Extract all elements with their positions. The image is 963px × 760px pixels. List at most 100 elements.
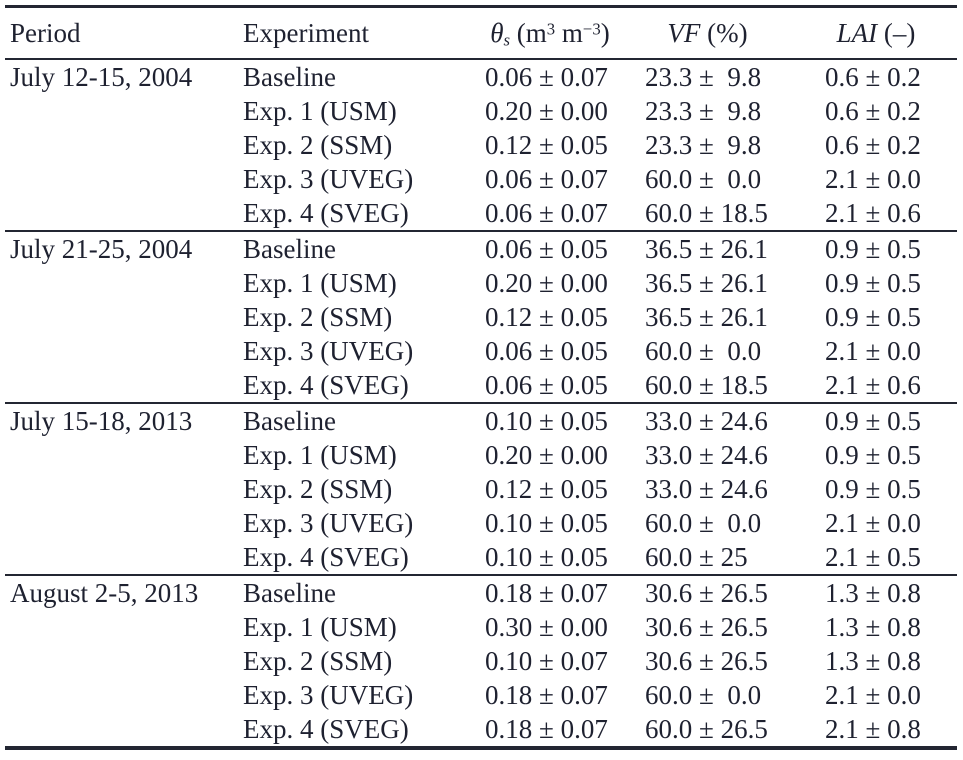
vf-cell: 60.0 ± 26.5 xyxy=(645,714,768,744)
column-header-period: Period xyxy=(5,7,243,60)
vf-cell: 30.6 ± 26.5 xyxy=(645,646,768,676)
table-row: Exp. 1 (USM) 0.30 ± 0.00 30.6 ± 26.5 1.3… xyxy=(5,610,957,644)
period-cell: August 2-5, 2013 xyxy=(10,578,199,608)
theta-unit-mid: m xyxy=(555,17,583,48)
table-row: July 15-18, 2013 Baseline 0.10 ± 0.05 33… xyxy=(5,403,957,438)
period-group-2: July 21-25, 2004 Baseline 0.06 ± 0.05 36… xyxy=(5,231,957,403)
experiment-cell: Exp. 2 (SSM) xyxy=(243,130,393,160)
theta-cell: 0.10 ± 0.07 xyxy=(485,646,608,676)
theta-unit-sup1: 3 xyxy=(546,18,556,38)
lai-cell: 0.9 ± 0.5 xyxy=(825,268,921,298)
vf-cell: 60.0 ± 25 xyxy=(645,542,748,572)
theta-cell: 0.12 ± 0.05 xyxy=(485,130,608,160)
period-group-3: July 15-18, 2013 Baseline 0.10 ± 0.05 33… xyxy=(5,403,957,575)
period-group-4: August 2-5, 2013 Baseline 0.18 ± 0.07 30… xyxy=(5,575,957,748)
vf-cell: 60.0 ± 0.0 xyxy=(645,680,762,710)
vf-cell: 36.5 ± 26.1 xyxy=(645,268,768,298)
vf-cell: 36.5 ± 26.1 xyxy=(645,234,768,264)
experiment-cell: Baseline xyxy=(243,62,336,92)
table-row: Exp. 4 (SVEG) 0.06 ± 0.05 60.0 ± 18.5 2.… xyxy=(5,368,957,403)
period-cell: July 12-15, 2004 xyxy=(10,62,193,92)
theta-cell: 0.10 ± 0.05 xyxy=(485,508,608,538)
theta-cell: 0.10 ± 0.05 xyxy=(485,406,608,436)
table-row: Exp. 3 (UVEG) 0.06 ± 0.05 60.0 ± 0.0 2.1… xyxy=(5,334,957,368)
theta-cell: 0.12 ± 0.05 xyxy=(485,474,608,504)
vf-cell: 23.3 ± 9.8 xyxy=(645,130,762,160)
lai-cell: 0.9 ± 0.5 xyxy=(825,474,921,504)
theta-unit-open: (m xyxy=(510,17,547,48)
table-row: Exp. 2 (SSM) 0.10 ± 0.07 30.6 ± 26.5 1.3… xyxy=(5,644,957,678)
vf-cell: 60.0 ± 18.5 xyxy=(645,370,768,400)
experiment-cell: Baseline xyxy=(243,578,336,608)
experiment-cell: Exp. 4 (SVEG) xyxy=(243,198,409,228)
column-header-experiment: Experiment xyxy=(243,7,480,60)
vf-unit: (%) xyxy=(700,17,748,48)
theta-cell: 0.20 ± 0.00 xyxy=(485,96,608,126)
table-row: Exp. 1 (USM) 0.20 ± 0.00 36.5 ± 26.1 0.9… xyxy=(5,266,957,300)
vf-cell: 36.5 ± 26.1 xyxy=(645,302,768,332)
vf-cell: 33.0 ± 24.6 xyxy=(645,474,768,504)
table-row: August 2-5, 2013 Baseline 0.18 ± 0.07 30… xyxy=(5,575,957,610)
lai-cell: 0.9 ± 0.5 xyxy=(825,302,921,332)
experiment-cell: Exp. 1 (USM) xyxy=(243,612,397,642)
table-row: Exp. 1 (USM) 0.20 ± 0.00 33.0 ± 24.6 0.9… xyxy=(5,438,957,472)
vf-cell: 33.0 ± 24.6 xyxy=(645,406,768,436)
theta-symbol: θ xyxy=(490,17,504,48)
vf-symbol: VF xyxy=(667,17,701,48)
period-group-1: July 12-15, 2004 Baseline 0.06 ± 0.07 23… xyxy=(5,59,957,231)
table-row: Exp. 4 (SVEG) 0.06 ± 0.07 60.0 ± 18.5 2.… xyxy=(5,196,957,231)
lai-cell: 1.3 ± 0.8 xyxy=(825,646,921,676)
theta-cell: 0.12 ± 0.05 xyxy=(485,302,608,332)
lai-cell: 2.1 ± 0.6 xyxy=(825,198,921,228)
table-row: Exp. 3 (UVEG) 0.10 ± 0.05 60.0 ± 0.0 2.1… xyxy=(5,506,957,540)
theta-cell: 0.06 ± 0.07 xyxy=(485,198,608,228)
experiment-cell: Exp. 4 (SVEG) xyxy=(243,370,409,400)
lai-cell: 2.1 ± 0.5 xyxy=(825,542,921,572)
table-row: Exp. 3 (UVEG) 0.06 ± 0.07 60.0 ± 0.0 2.1… xyxy=(5,162,957,196)
lai-cell: 0.9 ± 0.5 xyxy=(825,234,921,264)
experiment-cell: Baseline xyxy=(243,406,336,436)
experiment-cell: Baseline xyxy=(243,234,336,264)
experiment-cell: Exp. 3 (UVEG) xyxy=(243,164,414,194)
theta-cell: 0.20 ± 0.00 xyxy=(485,268,608,298)
experiment-cell: Exp. 3 (UVEG) xyxy=(243,680,414,710)
theta-cell: 0.06 ± 0.05 xyxy=(485,336,608,366)
experiment-cell: Exp. 1 (USM) xyxy=(243,440,397,470)
table-row: Exp. 3 (UVEG) 0.18 ± 0.07 60.0 ± 0.0 2.1… xyxy=(5,678,957,712)
column-header-theta-s: θs (m3 m−3) xyxy=(480,7,620,60)
table-header: Period Experiment θs (m3 m−3) VF (%) LAI… xyxy=(5,7,957,60)
column-header-lai: LAI (–) xyxy=(795,7,957,60)
lai-cell: 2.1 ± 0.0 xyxy=(825,508,921,538)
lai-symbol: LAI xyxy=(836,17,878,48)
lai-cell: 0.9 ± 0.5 xyxy=(825,406,921,436)
vf-cell: 60.0 ± 0.0 xyxy=(645,164,762,194)
vf-cell: 60.0 ± 0.0 xyxy=(645,336,762,366)
theta-unit-close: ) xyxy=(600,17,610,48)
table-row: Exp. 2 (SSM) 0.12 ± 0.05 36.5 ± 26.1 0.9… xyxy=(5,300,957,334)
lai-cell: 2.1 ± 0.0 xyxy=(825,680,921,710)
theta-cell: 0.06 ± 0.07 xyxy=(485,164,608,194)
vf-cell: 23.3 ± 9.8 xyxy=(645,62,762,92)
header-row: Period Experiment θs (m3 m−3) VF (%) LAI… xyxy=(5,7,957,60)
lai-cell: 2.1 ± 0.0 xyxy=(825,164,921,194)
experiment-cell: Exp. 4 (SVEG) xyxy=(243,542,409,572)
vf-cell: 33.0 ± 24.6 xyxy=(645,440,768,470)
experiment-cell: Exp. 2 (SSM) xyxy=(243,474,393,504)
lai-cell: 2.1 ± 0.6 xyxy=(825,370,921,400)
experiment-cell: Exp. 1 (USM) xyxy=(243,268,397,298)
results-table: Period Experiment θs (m3 m−3) VF (%) LAI… xyxy=(5,5,957,750)
experiment-cell: Exp. 2 (SSM) xyxy=(243,302,393,332)
vf-cell: 60.0 ± 0.0 xyxy=(645,508,762,538)
lai-unit: (–) xyxy=(877,17,916,48)
theta-cell: 0.20 ± 0.00 xyxy=(485,440,608,470)
experiment-cell: Exp. 1 (USM) xyxy=(243,96,397,126)
lai-cell: 1.3 ± 0.8 xyxy=(825,578,921,608)
period-cell: July 15-18, 2013 xyxy=(10,406,193,436)
lai-cell: 0.6 ± 0.2 xyxy=(825,96,921,126)
table-row: Exp. 2 (SSM) 0.12 ± 0.05 23.3 ± 9.8 0.6 … xyxy=(5,128,957,162)
period-cell: July 21-25, 2004 xyxy=(10,234,193,264)
lai-cell: 2.1 ± 0.8 xyxy=(825,714,921,744)
vf-cell: 30.6 ± 26.5 xyxy=(645,578,768,608)
lai-cell: 0.9 ± 0.5 xyxy=(825,440,921,470)
period-header-label: Period xyxy=(10,17,81,48)
